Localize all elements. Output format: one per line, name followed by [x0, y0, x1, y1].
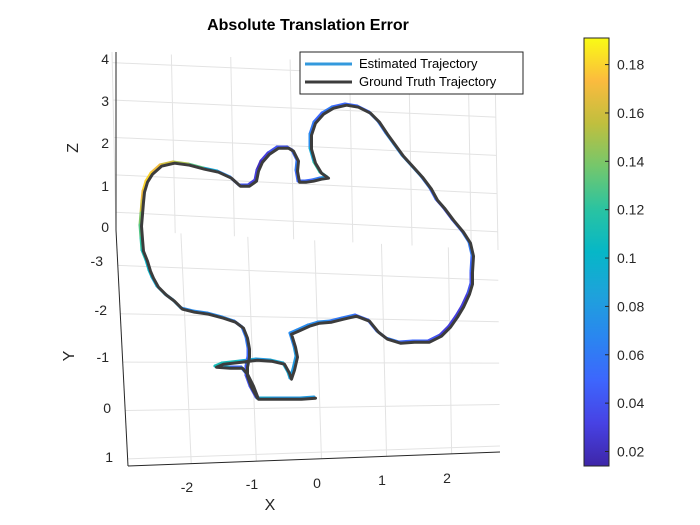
estimated-trajectory-segment	[295, 323, 310, 332]
colorbar-tick-label: 0.02	[617, 443, 644, 459]
estimated-trajectory-segment	[140, 189, 145, 203]
estimated-trajectory-segment	[266, 145, 279, 155]
x-axis-label: X	[265, 497, 276, 514]
grid-floor	[117, 233, 500, 464]
grid-line	[125, 404, 500, 412]
x-tick-label: 2	[443, 470, 451, 486]
colorbar-tick-label: 0.06	[617, 347, 644, 363]
colorbar-ticks: 0.02 0.04 0.06 0.08 0.1 0.12 0.14 0.16 0.18	[605, 57, 644, 459]
z-axis-label: Z	[65, 143, 82, 153]
legend-box	[299, 51, 524, 95]
estimated-trajectory-segment	[144, 171, 153, 183]
x-tick-label: -1	[246, 476, 259, 492]
grid-line	[117, 264, 499, 281]
estimated-trajectory-segment	[454, 304, 464, 318]
grid-line	[467, 66, 472, 249]
estimated-trajectory-segment	[255, 159, 263, 172]
grid-line	[170, 54, 176, 234]
chart-title: Absolute Translation Error	[207, 17, 409, 34]
grid-line	[408, 64, 413, 246]
estimated-trajectory-segment	[438, 324, 451, 337]
estimated-trajectory-segment	[320, 105, 334, 115]
estimated-trajectory-segment	[149, 163, 162, 175]
legend: Estimated Trajectory Ground Truth Trajec…	[299, 51, 524, 95]
y-tick-label: -1	[97, 349, 110, 365]
x-tick-label: 1	[378, 472, 386, 488]
estimated-trajectory-segment	[330, 102, 347, 109]
estimated-trajectory-segment	[312, 111, 324, 124]
estimated-trajectory-segment	[141, 179, 148, 193]
estimated-trajectory-segment	[466, 281, 473, 295]
grid-line	[230, 56, 235, 237]
x-axis-ticks: -2 -1 0 1 2	[181, 470, 451, 495]
estimated-trajectory-segment	[139, 199, 144, 215]
estimated-trajectory-segment	[426, 333, 442, 343]
estimated-trajectory-segment	[138, 211, 143, 227]
grid-line	[494, 67, 499, 251]
axis-line	[115, 229, 129, 467]
colorbar-tick-label: 0.14	[617, 153, 644, 169]
estimated-trajectory-segment	[291, 354, 298, 371]
z-tick-label: 0	[101, 219, 109, 235]
y-tick-label: -3	[91, 253, 104, 269]
colorbar	[583, 37, 610, 467]
z-tick-label: 3	[101, 93, 109, 109]
axis-line	[127, 451, 501, 467]
grid-line	[113, 136, 497, 156]
grid-line	[122, 361, 500, 364]
grid-line	[180, 233, 192, 464]
grid-line	[111, 51, 117, 231]
y-tick-label: 1	[105, 449, 113, 465]
colorbar-tick-label: 0.04	[617, 395, 644, 411]
grid-line	[114, 174, 498, 195]
x-tick-label: -2	[181, 479, 194, 495]
legend-estimated-label: Estimated Trajectory	[359, 56, 478, 71]
grid-line	[447, 247, 453, 454]
colorbar-tick-label: 0.18	[617, 57, 644, 73]
z-axis-ticks: 0 1 2 3 4	[101, 51, 109, 235]
grid-line	[115, 211, 498, 233]
estimated-trajectory-segment	[447, 314, 458, 328]
grid-line	[247, 236, 257, 462]
y-axis-ticks: 1 0 -1 -2 -3	[91, 253, 114, 465]
y-tick-label: -2	[95, 302, 108, 318]
y-tick-label: 0	[103, 400, 111, 416]
legend-ground-truth-label: Ground Truth Trajectory	[359, 74, 497, 89]
estimated-trajectory-line	[138, 102, 474, 400]
estimated-trajectory-segment	[460, 291, 470, 308]
colorbar-tick-label: 0.12	[617, 202, 644, 218]
y-axis-label: Y	[61, 350, 78, 361]
ground-truth-trajectory-line	[140, 103, 475, 401]
grid-line	[314, 240, 322, 459]
estimated-trajectory-segment	[306, 320, 320, 327]
estimated-trajectory-segment	[259, 151, 270, 163]
estimated-trajectory-segment	[308, 120, 316, 136]
z-tick-label: 2	[101, 135, 109, 151]
z-tick-label: 4	[101, 51, 109, 67]
estimated-trajectory-segment	[294, 158, 299, 172]
estimated-trajectory-segment	[158, 160, 175, 167]
colorbar-tick-label: 0.08	[617, 298, 644, 314]
grid-line	[380, 243, 388, 457]
grid-line	[127, 445, 500, 460]
estimated-trajectory-segment	[253, 168, 259, 182]
grid-line	[113, 99, 496, 118]
estimated-trajectory-segment	[340, 313, 357, 320]
grid-line	[120, 313, 499, 323]
axis-lines	[115, 52, 501, 467]
colorbar-tick-label: 0.1	[617, 250, 637, 266]
colorbar-tick-label: 0.16	[617, 105, 644, 121]
estimated-trajectory-segment	[328, 316, 344, 323]
z-tick-label: 1	[101, 178, 109, 194]
x-tick-label: 0	[313, 475, 321, 491]
estimated-trajectory-segment	[469, 253, 474, 273]
